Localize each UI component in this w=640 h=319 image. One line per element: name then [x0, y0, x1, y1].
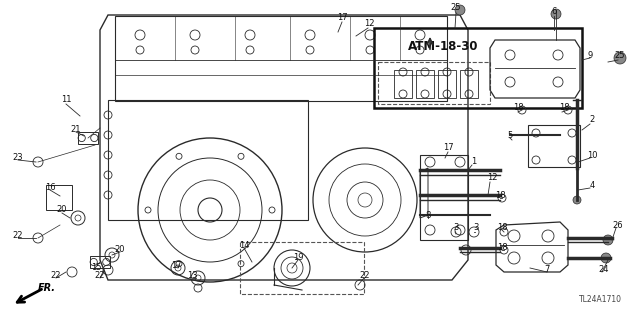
Text: 19: 19: [292, 254, 303, 263]
Bar: [378, 62, 490, 104]
Text: 18: 18: [497, 224, 508, 233]
Text: 3: 3: [474, 224, 479, 233]
Text: 12: 12: [364, 19, 374, 28]
Bar: [374, 28, 582, 108]
Text: 23: 23: [13, 153, 23, 162]
Text: 18: 18: [497, 243, 508, 253]
Text: 14: 14: [239, 241, 249, 250]
Text: 21: 21: [71, 125, 81, 135]
Text: 20: 20: [115, 246, 125, 255]
Circle shape: [551, 9, 561, 19]
Bar: [108, 100, 308, 220]
Text: 4: 4: [589, 181, 595, 189]
Text: 10: 10: [587, 151, 597, 160]
Text: 22: 22: [13, 231, 23, 240]
Bar: [528, 125, 580, 167]
Text: 6: 6: [551, 8, 557, 17]
Text: 3: 3: [453, 224, 459, 233]
Text: 18: 18: [495, 190, 506, 199]
Circle shape: [455, 5, 465, 15]
Text: 22: 22: [51, 271, 61, 280]
Text: 25: 25: [451, 4, 461, 12]
Text: FR.: FR.: [38, 283, 56, 293]
Text: 20: 20: [57, 205, 67, 214]
Bar: [438, 70, 456, 98]
Text: 15: 15: [91, 263, 101, 271]
Bar: [78, 132, 98, 144]
Text: 17: 17: [337, 13, 348, 23]
Circle shape: [603, 235, 613, 245]
Text: 22: 22: [360, 271, 371, 280]
Bar: [394, 70, 412, 98]
Text: 25: 25: [615, 50, 625, 60]
Text: 18: 18: [559, 103, 570, 113]
Text: 12: 12: [487, 174, 497, 182]
Text: 9: 9: [588, 50, 593, 60]
Text: 13: 13: [187, 271, 197, 280]
Bar: [115, 16, 447, 101]
Text: 16: 16: [45, 183, 55, 192]
Text: 26: 26: [612, 220, 623, 229]
Text: 11: 11: [61, 95, 71, 105]
Circle shape: [601, 253, 611, 263]
Text: 5: 5: [508, 130, 513, 139]
Bar: [416, 70, 434, 98]
Text: 2: 2: [589, 115, 595, 124]
Text: 17: 17: [443, 144, 453, 152]
Bar: [90, 256, 110, 268]
Text: TL24A1710: TL24A1710: [579, 295, 622, 305]
Text: 7: 7: [544, 265, 550, 275]
Text: 8: 8: [426, 211, 431, 219]
Bar: [240, 242, 364, 294]
Circle shape: [614, 52, 626, 64]
Bar: [460, 70, 478, 98]
Text: ATM-18-30: ATM-18-30: [408, 40, 479, 53]
Text: 24: 24: [599, 265, 609, 275]
Text: 22: 22: [95, 271, 105, 280]
Text: 17: 17: [171, 261, 181, 270]
Circle shape: [573, 196, 581, 204]
Text: 1: 1: [472, 158, 477, 167]
Text: 18: 18: [513, 103, 524, 113]
